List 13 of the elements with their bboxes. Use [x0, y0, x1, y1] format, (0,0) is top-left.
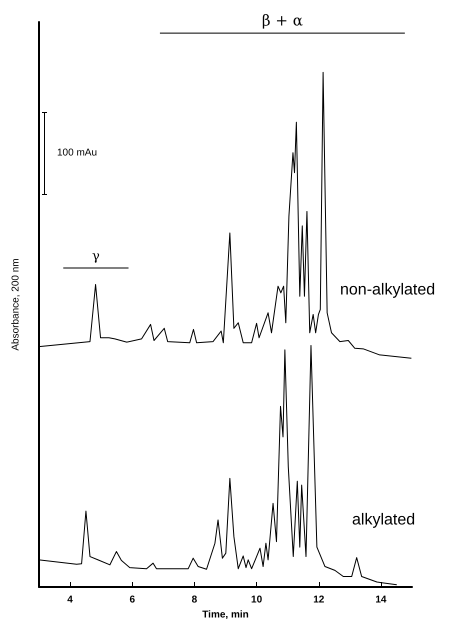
- annotation: β + α: [262, 12, 303, 30]
- x-tick-label: 10: [251, 594, 263, 606]
- annotation: 100 mAu: [57, 148, 98, 158]
- y-axis-title: Absorbance, 200 nm: [10, 258, 22, 351]
- x-tick-label: 12: [313, 594, 325, 606]
- series-label: non-alkylated: [340, 282, 436, 298]
- x-axis-title: Time, min: [202, 609, 249, 620]
- x-tick-label: 6: [129, 594, 136, 606]
- x-tick-label: 8: [192, 594, 198, 606]
- x-tick-label: 4: [67, 594, 74, 606]
- annotation: γ: [92, 248, 100, 264]
- x-tick-label: 14: [375, 594, 387, 606]
- series-label: alkylated: [352, 512, 416, 528]
